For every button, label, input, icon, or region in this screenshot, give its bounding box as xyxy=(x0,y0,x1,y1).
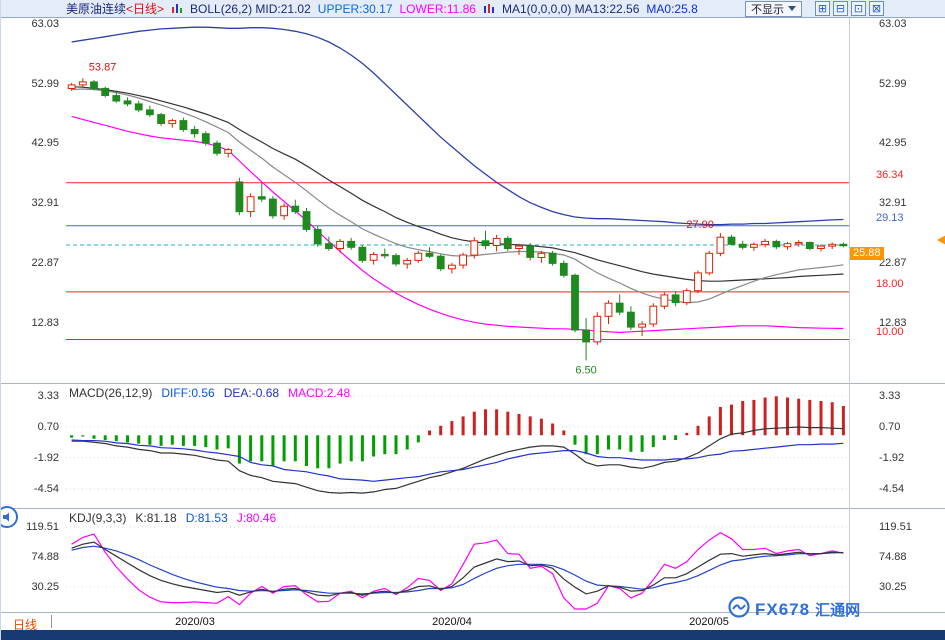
y-axis-label: 74.88 xyxy=(31,551,59,563)
y-axis-label: 32.91 xyxy=(879,197,907,210)
y-axis-label: 12.83 xyxy=(879,316,907,329)
ma1-label: MA1(0,0,0,0) MA13:22.56 xyxy=(501,1,640,16)
macd-macd-label: MACD:2.48 xyxy=(288,386,351,400)
display-mode-dropdown[interactable]: 不显示 xyxy=(745,0,802,17)
kdj-chart-plot[interactable] xyxy=(1,508,945,612)
symbol-name: 美原油连续 xyxy=(66,2,127,16)
tab-divider xyxy=(51,615,52,628)
y-axis-label: 42.95 xyxy=(31,137,59,150)
y-axis-label: 119.51 xyxy=(26,521,59,533)
x-axis-label: 2020/05 xyxy=(689,616,729,628)
tile-vertical-button[interactable]: ⊠ xyxy=(869,1,884,16)
y-axis-label: 52.99 xyxy=(879,77,907,90)
symbol-group: 美原油连续<日线> xyxy=(66,0,164,17)
ref-line-label: 10.00 xyxy=(876,325,904,338)
svg-text:53.87: 53.87 xyxy=(89,62,117,74)
ma0-label: MA0:25.8 xyxy=(646,1,698,16)
boll-indicator-icon[interactable] xyxy=(171,3,183,15)
x-axis-label: 2020/04 xyxy=(432,616,472,628)
macd-name-label: MACD(26,12,9) xyxy=(69,386,153,400)
ref-line-label: 18.00 xyxy=(876,277,904,290)
bottom-status-bar xyxy=(1,630,945,640)
dropdown-caret-icon xyxy=(788,6,796,11)
y-axis-label: 30.25 xyxy=(879,580,907,593)
cascade-windows-button[interactable]: ⊟ xyxy=(833,1,848,16)
last-price-tag: 25.88 xyxy=(850,247,884,261)
ma-indicator-icon[interactable] xyxy=(483,3,495,15)
macd-header: MACD(26,12,9) DIFF:0.56 DEA:-0.68 MACD:2… xyxy=(69,386,350,400)
y-axis-label: 30.25 xyxy=(31,580,59,593)
kdj-header: KDJ(9,3,3) K:81.18 D:81.53 J:80.46 xyxy=(69,511,276,525)
y-axis-label: 22.87 xyxy=(31,256,59,269)
y-axis-label: 74.88 xyxy=(879,551,907,563)
panel-separator xyxy=(1,383,945,384)
chart-title-bar: 美原油连续<日线> BOLL(26,2) MID:21.02 UPPER:30.… xyxy=(1,0,945,18)
ref-line-label: 36.34 xyxy=(876,168,904,181)
fx678-logo-text: FX678 xyxy=(755,599,811,619)
y-axis-label: 52.99 xyxy=(31,77,59,90)
tab-dayline[interactable]: 日线 xyxy=(13,618,38,632)
period-label: <日线> xyxy=(126,2,165,16)
kdj-d-label: D:81.53 xyxy=(185,511,228,525)
y-axis-label: 0.70 xyxy=(37,421,59,433)
y-axis-label: 3.33 xyxy=(879,389,901,402)
y-axis-label: 3.33 xyxy=(37,389,59,402)
fx678-logo: FX678 汇通网 xyxy=(728,596,860,623)
y-axis-label: -1.92 xyxy=(33,451,59,464)
price-marker-icon xyxy=(937,235,945,245)
y-axis-label: 12.83 xyxy=(31,316,59,329)
y-axis-label: 42.95 xyxy=(879,137,907,150)
macd-chart-plot[interactable] xyxy=(1,383,945,508)
macd-diff-label: DIFF:0.56 xyxy=(161,386,215,400)
tile-windows-button[interactable]: ⊞ xyxy=(815,1,830,16)
y-axis-label: 22.87 xyxy=(879,256,907,269)
ref-line-label: 29.13 xyxy=(876,211,904,224)
time-axis[interactable] xyxy=(1,612,945,631)
y-axis-label: 32.91 xyxy=(31,197,59,210)
y-axis-label: 119.51 xyxy=(879,521,912,533)
svg-text:6.50: 6.50 xyxy=(575,364,596,376)
svg-text:27.90: 27.90 xyxy=(686,219,714,231)
x-axis-label: 2020/03 xyxy=(175,616,215,628)
tile-horizontal-button[interactable]: ⊡ xyxy=(851,1,866,16)
fx678-logo-icon xyxy=(728,596,750,623)
kdj-j-label: J:80.46 xyxy=(236,511,277,525)
y-axis-label: 63.03 xyxy=(31,18,59,30)
main-chart-plot[interactable]: 53.87 27.90 6.50 xyxy=(1,18,945,383)
display-mode-label: 不显示 xyxy=(751,3,784,16)
y-axis-label: -1.92 xyxy=(879,451,905,464)
news-audio-badge-icon[interactable] xyxy=(1,506,18,528)
y-axis-label: -4.54 xyxy=(879,482,905,495)
kdj-name-label: KDJ(9,3,3) xyxy=(69,511,127,525)
y-axis-label: 63.03 xyxy=(879,18,907,30)
y-axis-label: -4.54 xyxy=(33,482,59,495)
boll-upper-label: UPPER:30.17 xyxy=(317,1,393,16)
panel-separator xyxy=(1,508,945,509)
price-axis-separator xyxy=(849,18,850,612)
y-axis-label: 0.70 xyxy=(879,421,901,433)
boll-label: BOLL(26,2) MID:21.02 xyxy=(190,1,311,16)
macd-dea-label: DEA:-0.68 xyxy=(223,386,280,400)
boll-lower-label: LOWER:11.86 xyxy=(399,1,476,16)
window-buttons: ⊞ ⊟ ⊡ ⊠ xyxy=(815,1,884,16)
kdj-k-label: K:81.18 xyxy=(135,511,177,525)
fx678-logo-cn: 汇通网 xyxy=(815,602,861,619)
